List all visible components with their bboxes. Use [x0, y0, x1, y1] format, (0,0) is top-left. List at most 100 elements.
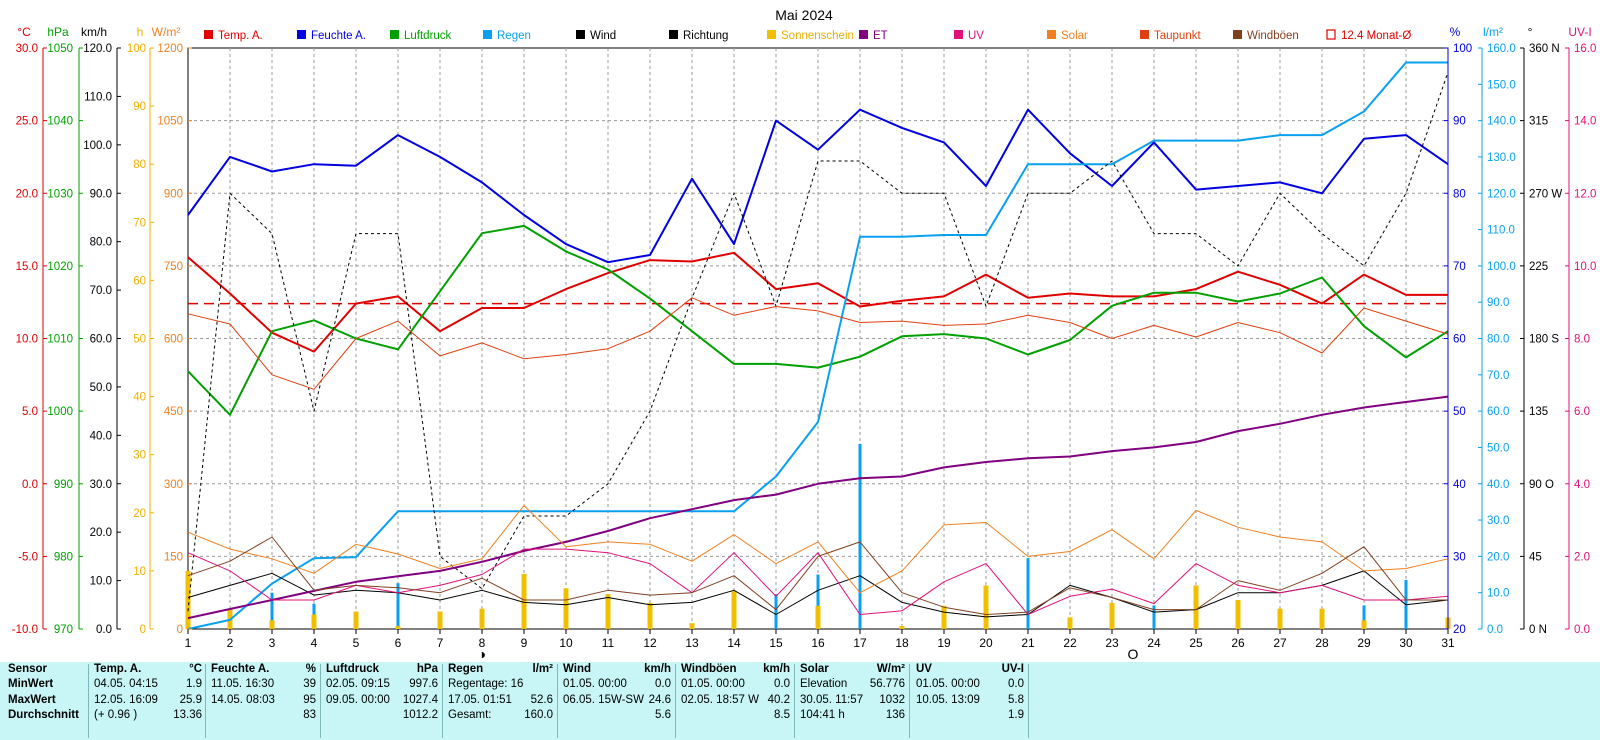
y-tick-label: 0.0 — [22, 479, 38, 491]
y-tick-label: 0 N — [1529, 624, 1547, 636]
line-feuchte-a — [187, 108, 1449, 264]
bar-sonnenschein — [353, 611, 359, 629]
y-tick-label: 270 W — [1529, 188, 1562, 200]
series-lines — [187, 61, 1449, 630]
y-tick-label: 8.0 — [1574, 334, 1590, 346]
y-tick-label: 20 — [1453, 624, 1466, 636]
bar-sonnenschein — [437, 611, 443, 629]
y-tick-label: 70.0 — [1487, 370, 1509, 382]
y-tick-label: 30 — [133, 450, 146, 462]
bar-sonnenschein — [605, 594, 611, 629]
stats-temp-header: Temp. A. — [94, 663, 142, 675]
bar-sonnenschein — [395, 626, 401, 629]
stats-wind-header: Wind — [563, 663, 591, 675]
y-tick-label: 10.0 — [90, 576, 112, 588]
y-tick-label: 600 — [164, 334, 183, 346]
bars — [185, 443, 1451, 629]
x-tick-label: 13 — [685, 636, 699, 650]
stats-hum-avg: 83 — [303, 709, 316, 721]
y-tick-label: 1010 — [47, 334, 73, 346]
legend-swatch — [767, 30, 776, 39]
y-tick-label: 450 — [164, 406, 183, 418]
y-tick-label: 90.0 — [90, 188, 112, 200]
y-tick-label: 30.0 — [90, 479, 112, 491]
y-tick-label: 80.0 — [90, 237, 112, 249]
legend-swatch — [669, 30, 678, 39]
stats-uv-min: 0.0 — [1008, 678, 1024, 690]
x-tick-label: 5 — [353, 636, 360, 650]
x-tick-label: 12 — [643, 636, 657, 650]
bar-sonnenschein — [563, 588, 569, 629]
legend-label: Temp. A. — [218, 30, 263, 42]
y-axis-unit: UV-I — [1568, 25, 1591, 39]
y-tick-label: 120.0 — [83, 43, 112, 55]
y-tick-label: 980 — [54, 551, 73, 563]
y-tick-label: 30.0 — [16, 43, 38, 55]
stats-wind-avg: 5.6 — [655, 709, 671, 721]
x-tick-label: 3 — [269, 636, 276, 650]
y-tick-label: 40.0 — [1487, 479, 1509, 491]
stats-solar-max: 1032 — [879, 694, 905, 706]
stats-rain-days: Regentage: 16 — [448, 678, 524, 690]
stats-hum-min-time: 11.05. 16:30 — [211, 678, 275, 690]
y-tick-label: 10.0 — [1487, 588, 1509, 600]
statistics-table: Sensor MinWert MaxWert Durchschnitt Temp… — [0, 662, 1600, 740]
y-tick-label: 750 — [164, 261, 183, 273]
y-axis-unit: % — [1450, 25, 1461, 39]
stats-uv-min-time: 01.05. 00:00 — [916, 678, 980, 690]
line-uv — [187, 548, 1449, 615]
y-tick-label: 40.0 — [90, 430, 112, 442]
stats-temp-min-time: 04.05. 04:15 — [94, 678, 158, 690]
stats-rain-total-label: Gesamt: — [448, 709, 492, 721]
x-tick-label: 17 — [853, 636, 867, 650]
x-tick-label: 1 — [185, 636, 192, 650]
y-tick-label: 0 — [177, 624, 183, 636]
stats-solar-header: Solar — [800, 663, 829, 675]
x-tick-label: 26 — [1231, 636, 1245, 650]
y-tick-label: 90 — [1453, 116, 1466, 128]
y-tick-label: 70 — [133, 217, 146, 229]
legend-swatch — [297, 30, 306, 39]
x-tick-label: 22 — [1063, 636, 1077, 650]
bar-sonnenschein — [311, 614, 317, 629]
stats-hum-max: 95 — [303, 694, 316, 706]
bar-sonnenschein — [1361, 620, 1367, 629]
y-tick-label: 30 — [1453, 551, 1466, 563]
y-tick-label: 1040 — [47, 116, 73, 128]
stats-press-min: 997.6 — [409, 678, 438, 690]
stats-uv-header: UV — [916, 663, 932, 675]
stats-temp-avg-note: (+ 0.96 ) — [94, 709, 138, 721]
y-tick-label: -5.0 — [18, 551, 38, 563]
legend-swatch — [859, 30, 868, 39]
legend-label: Taupunkt — [1154, 30, 1201, 42]
y-axis-unit: h — [137, 25, 144, 39]
y-tick-label: 100 — [1453, 43, 1472, 55]
y-tick-label: 80 — [133, 159, 146, 171]
y-tick-label: 1200 — [157, 43, 183, 55]
legend-label: UV — [968, 30, 984, 42]
stats-gust-min: 0.0 — [774, 678, 790, 690]
y-tick-label: 300 — [164, 479, 183, 491]
y-tick-label: 20.0 — [90, 527, 112, 539]
x-tick-label: 10 — [559, 636, 573, 650]
legend-swatch — [1140, 30, 1149, 39]
stats-gust-max: 40.2 — [767, 694, 790, 706]
y-tick-label: 160.0 — [1487, 43, 1516, 55]
y-tick-label: 2.0 — [1574, 551, 1590, 563]
bar-regen-tag — [816, 574, 820, 629]
y-axis-unit: W/m² — [152, 25, 181, 39]
stats-wind-unit: km/h — [644, 663, 671, 675]
y-axis-unit: km/h — [81, 25, 107, 39]
y-axis-unit: ° — [1528, 25, 1533, 39]
bar-regen-tag — [858, 443, 862, 629]
x-tick-label: 9 — [521, 636, 528, 650]
y-tick-label: 970 — [54, 624, 73, 636]
stats-rain-unit: l/m² — [532, 663, 553, 675]
y-tick-label: 70.0 — [90, 285, 112, 297]
y-tick-label: 100 — [127, 43, 146, 55]
chart-title: Mai 2024 — [775, 7, 833, 23]
y-tick-label: 60 — [1453, 334, 1466, 346]
stats-uv-max-time: 10.05. 13:09 — [916, 694, 980, 706]
stats-press-min-time: 02.05. 09:15 — [326, 678, 390, 690]
y-tick-label: 50.0 — [1487, 442, 1509, 454]
